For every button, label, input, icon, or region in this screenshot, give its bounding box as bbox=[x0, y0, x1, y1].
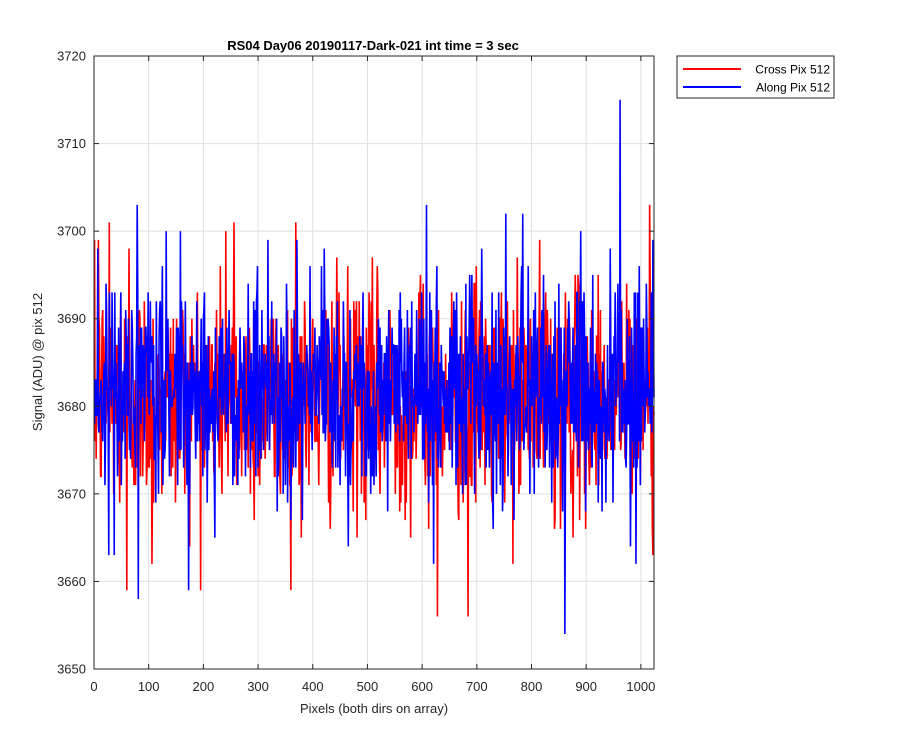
axis-ticks: 0 100 200 300 400 500 600 700 800 900 1000 3650 3660… bbox=[57, 49, 655, 695]
y-tick-label: 3660 bbox=[57, 574, 86, 589]
x-tick-label: 800 bbox=[521, 679, 543, 694]
x-tick-label: 500 bbox=[357, 679, 379, 694]
x-axis-label: Pixels (both dirs on array) bbox=[300, 701, 448, 716]
series-along-pix-512-line bbox=[93, 99, 655, 634]
x-tick-label: 300 bbox=[247, 679, 269, 694]
legend-label-cross: Cross Pix 512 bbox=[755, 63, 830, 77]
x-tick-label: 600 bbox=[411, 679, 433, 694]
y-tick-label: 3690 bbox=[57, 311, 86, 326]
y-tick-label: 3720 bbox=[57, 49, 86, 64]
y-tick-label: 3710 bbox=[57, 136, 86, 151]
legend: Cross Pix 512 Along Pix 512 bbox=[676, 55, 835, 99]
x-tick-label: 700 bbox=[466, 679, 488, 694]
series-layer bbox=[93, 99, 655, 634]
y-tick-label: 3650 bbox=[57, 662, 86, 677]
y-tick-label: 3700 bbox=[57, 224, 86, 239]
x-tick-label: 100 bbox=[138, 679, 160, 694]
legend-label-along: Along Pix 512 bbox=[756, 81, 830, 95]
legend-box bbox=[676, 55, 835, 99]
axes-box bbox=[93, 55, 655, 670]
x-tick-label: 900 bbox=[575, 679, 597, 694]
x-tick-label: 200 bbox=[193, 679, 215, 694]
chart-title: RS04 Day06 20190117-Dark-021 int time = … bbox=[227, 38, 519, 53]
y-axis-label: Signal (ADU) @ pix 512 bbox=[30, 293, 45, 431]
y-tick-label: 3670 bbox=[57, 486, 86, 501]
x-tick-label: 1000 bbox=[626, 679, 655, 694]
y-tick-label: 3680 bbox=[57, 399, 86, 414]
x-tick-label: 0 bbox=[90, 679, 97, 694]
x-tick-label: 400 bbox=[302, 679, 324, 694]
